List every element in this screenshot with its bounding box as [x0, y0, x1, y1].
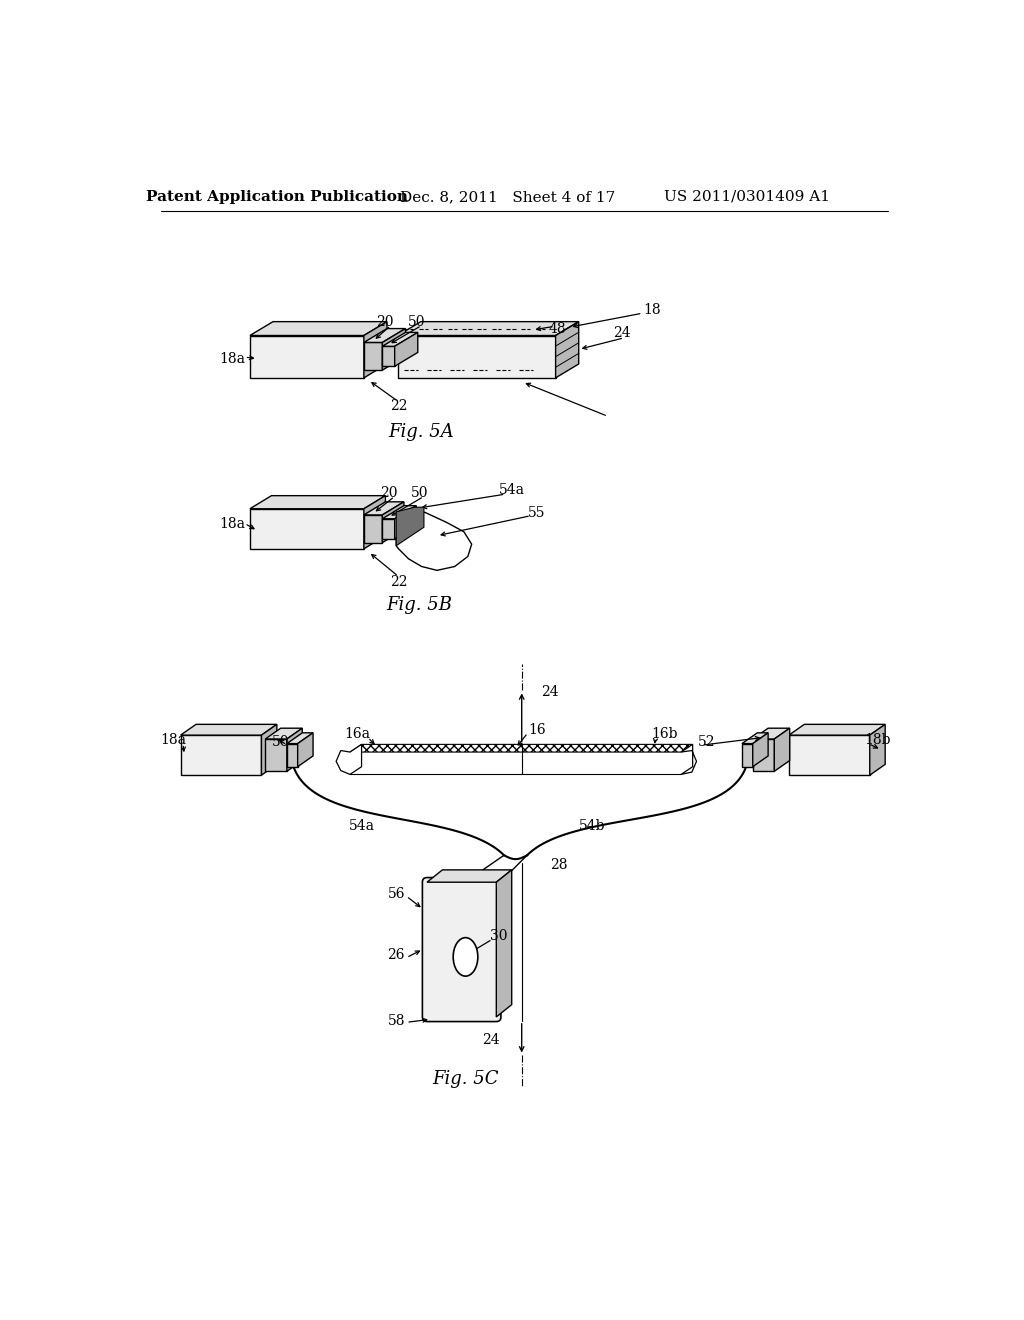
Text: 52: 52 [697, 735, 716, 748]
Polygon shape [556, 322, 579, 378]
Text: 20: 20 [376, 315, 393, 330]
Text: 16: 16 [528, 723, 546, 737]
Polygon shape [287, 743, 298, 767]
Polygon shape [382, 333, 418, 346]
FancyBboxPatch shape [422, 878, 501, 1022]
Polygon shape [265, 739, 287, 771]
Polygon shape [396, 507, 472, 570]
Text: 54a: 54a [499, 483, 524, 496]
Polygon shape [364, 329, 406, 342]
Polygon shape [753, 739, 774, 771]
Polygon shape [250, 508, 364, 549]
Text: US 2011/0301409 A1: US 2011/0301409 A1 [664, 190, 829, 203]
Text: Dec. 8, 2011   Sheet 4 of 17: Dec. 8, 2011 Sheet 4 of 17 [400, 190, 615, 203]
Text: Fig. 5C: Fig. 5C [432, 1069, 499, 1088]
Text: 18a: 18a [160, 733, 186, 747]
Polygon shape [364, 496, 385, 549]
Text: 18a: 18a [219, 351, 245, 366]
Text: 55: 55 [528, 506, 546, 520]
Polygon shape [298, 733, 313, 767]
Polygon shape [250, 335, 364, 378]
Text: Patent Application Publication: Patent Application Publication [145, 190, 408, 203]
Polygon shape [394, 333, 418, 367]
Polygon shape [742, 743, 753, 767]
Text: 26: 26 [387, 948, 404, 962]
Polygon shape [753, 729, 790, 739]
Polygon shape [774, 729, 790, 771]
Polygon shape [681, 744, 696, 775]
Text: 56: 56 [387, 887, 404, 900]
Polygon shape [742, 733, 768, 743]
Text: 16a: 16a [345, 727, 371, 742]
Polygon shape [265, 729, 302, 739]
Polygon shape [869, 725, 885, 775]
Text: 48: 48 [548, 322, 566, 335]
Polygon shape [382, 502, 403, 543]
Polygon shape [382, 329, 406, 370]
Text: 54b: 54b [580, 818, 606, 833]
Polygon shape [382, 506, 416, 519]
Polygon shape [350, 744, 692, 752]
Text: 16b: 16b [651, 727, 678, 742]
Text: 50: 50 [409, 315, 426, 330]
Text: 18b: 18b [864, 733, 891, 747]
Text: 50: 50 [411, 486, 428, 500]
Polygon shape [364, 515, 382, 543]
Polygon shape [753, 733, 768, 767]
Polygon shape [336, 744, 361, 775]
Polygon shape [250, 322, 387, 335]
Text: 22: 22 [390, 400, 408, 413]
Text: 58: 58 [387, 1014, 404, 1028]
Polygon shape [397, 322, 579, 335]
Polygon shape [382, 346, 394, 367]
Polygon shape [364, 342, 382, 370]
Text: 28: 28 [550, 858, 567, 873]
Polygon shape [364, 502, 403, 515]
Ellipse shape [454, 937, 478, 977]
Polygon shape [261, 725, 276, 775]
Polygon shape [396, 507, 424, 545]
Text: Fig. 5A: Fig. 5A [389, 422, 455, 441]
Polygon shape [287, 729, 302, 771]
Polygon shape [788, 735, 869, 775]
Text: 24: 24 [482, 1034, 500, 1047]
Text: 20: 20 [381, 486, 398, 500]
Polygon shape [180, 735, 261, 775]
Text: 22: 22 [390, 576, 408, 589]
Polygon shape [497, 870, 512, 1016]
Polygon shape [427, 870, 512, 882]
Text: 50: 50 [272, 735, 290, 748]
Polygon shape [250, 496, 385, 508]
Polygon shape [180, 725, 276, 735]
Text: 30: 30 [489, 929, 507, 942]
Text: 54a: 54a [348, 818, 375, 833]
Text: 24: 24 [542, 685, 559, 700]
Polygon shape [788, 725, 885, 735]
Text: 18: 18 [644, 304, 662, 317]
Polygon shape [394, 506, 416, 539]
Polygon shape [397, 335, 556, 378]
Polygon shape [287, 733, 313, 743]
Polygon shape [364, 322, 387, 378]
Text: 18a: 18a [219, 517, 245, 531]
Text: Fig. 5B: Fig. 5B [386, 597, 453, 614]
Polygon shape [382, 519, 394, 539]
Text: 24: 24 [613, 326, 631, 341]
